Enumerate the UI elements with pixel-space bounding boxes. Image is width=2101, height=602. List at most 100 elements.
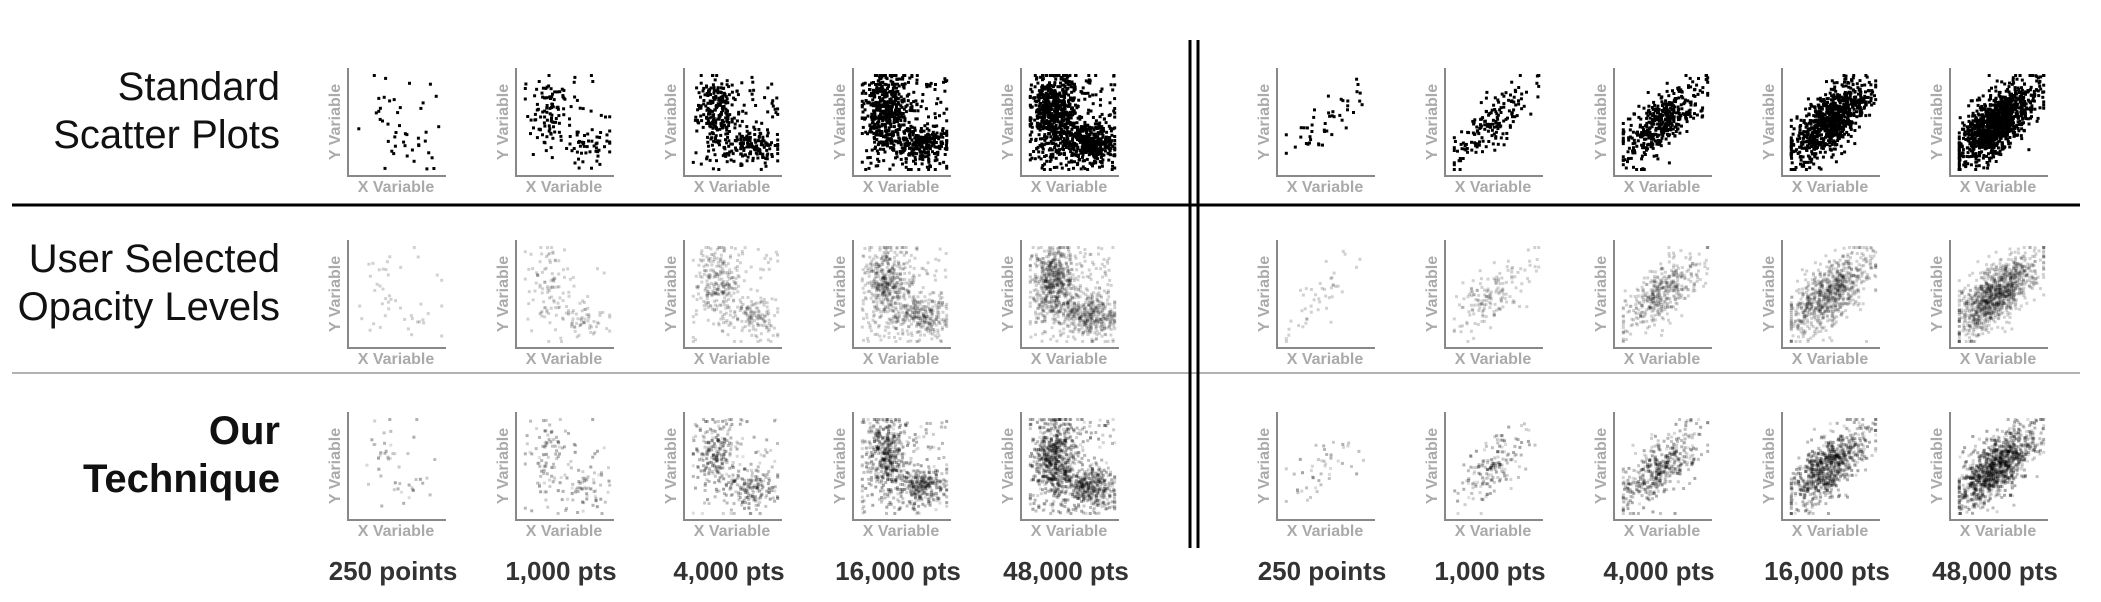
dot — [883, 310, 887, 314]
dot — [560, 498, 564, 502]
dot — [902, 148, 906, 152]
dot — [917, 322, 921, 326]
dot — [547, 312, 551, 315]
dot — [894, 418, 898, 421]
dot — [750, 300, 754, 303]
dot — [1049, 153, 1053, 157]
dot — [767, 318, 771, 322]
dot — [863, 510, 867, 514]
dot — [740, 329, 744, 333]
dot — [887, 449, 891, 453]
dot — [385, 260, 389, 264]
dot — [915, 248, 919, 251]
dot — [893, 276, 897, 280]
dot — [885, 505, 889, 509]
dot — [912, 90, 916, 94]
dot — [928, 503, 932, 507]
dot — [862, 102, 866, 106]
dot — [553, 258, 557, 262]
dot — [896, 452, 900, 456]
dot — [573, 75, 577, 79]
dot — [880, 268, 884, 272]
dot — [875, 431, 879, 435]
dot — [930, 144, 934, 148]
dot — [721, 246, 725, 249]
dot — [877, 101, 880, 105]
dot — [749, 462, 753, 466]
dots — [691, 246, 780, 343]
dot — [533, 94, 537, 98]
dot — [537, 456, 541, 460]
dot — [929, 136, 933, 140]
dots — [860, 418, 949, 515]
dot — [702, 264, 706, 268]
dot — [419, 106, 423, 110]
dot — [919, 425, 923, 429]
dot — [861, 286, 865, 290]
dot — [882, 286, 885, 290]
dot — [897, 434, 901, 438]
dot — [386, 139, 390, 143]
dot — [744, 111, 748, 115]
dot — [570, 491, 574, 495]
dot — [901, 483, 904, 486]
dot — [891, 479, 894, 483]
dot — [749, 512, 753, 515]
dot — [1048, 155, 1052, 159]
dot — [723, 152, 727, 156]
dot — [602, 271, 606, 275]
dot — [890, 82, 894, 86]
dot — [935, 480, 939, 484]
dot — [907, 500, 911, 504]
dot — [893, 285, 897, 289]
dot — [914, 299, 918, 303]
dot — [705, 450, 709, 454]
dot — [710, 428, 714, 432]
dot — [734, 146, 737, 150]
dot — [922, 491, 926, 495]
dot — [565, 507, 568, 510]
dot — [578, 324, 582, 328]
dot — [875, 420, 879, 424]
dot — [924, 431, 928, 435]
dot — [869, 329, 873, 333]
dot — [750, 468, 753, 472]
dot — [563, 429, 567, 433]
dot — [1037, 104, 1041, 108]
dot — [868, 466, 872, 470]
dot — [578, 301, 582, 305]
dot — [896, 319, 900, 323]
dot — [547, 84, 551, 88]
y-axis-label: Y Variable — [327, 428, 344, 504]
dot — [704, 104, 708, 108]
dot — [756, 340, 760, 343]
dot — [410, 333, 414, 337]
dot — [767, 470, 771, 474]
dot — [714, 458, 718, 462]
dot — [861, 441, 865, 445]
dot — [720, 462, 724, 466]
dot — [869, 280, 873, 284]
dot — [716, 438, 720, 442]
dot — [752, 496, 756, 500]
dot — [928, 485, 932, 489]
dot — [892, 450, 896, 454]
dot — [706, 94, 710, 97]
dot — [929, 318, 933, 322]
dot — [864, 265, 868, 269]
dot — [770, 486, 774, 490]
dot — [928, 147, 932, 151]
dot — [719, 269, 723, 273]
dot — [878, 433, 882, 437]
dot — [1058, 126, 1062, 130]
dot — [716, 91, 720, 95]
dot — [729, 512, 733, 515]
dot — [906, 140, 910, 144]
dot — [699, 114, 703, 118]
dot — [746, 139, 750, 142]
dot — [358, 304, 362, 308]
dot — [1071, 124, 1075, 128]
dot — [725, 83, 729, 87]
